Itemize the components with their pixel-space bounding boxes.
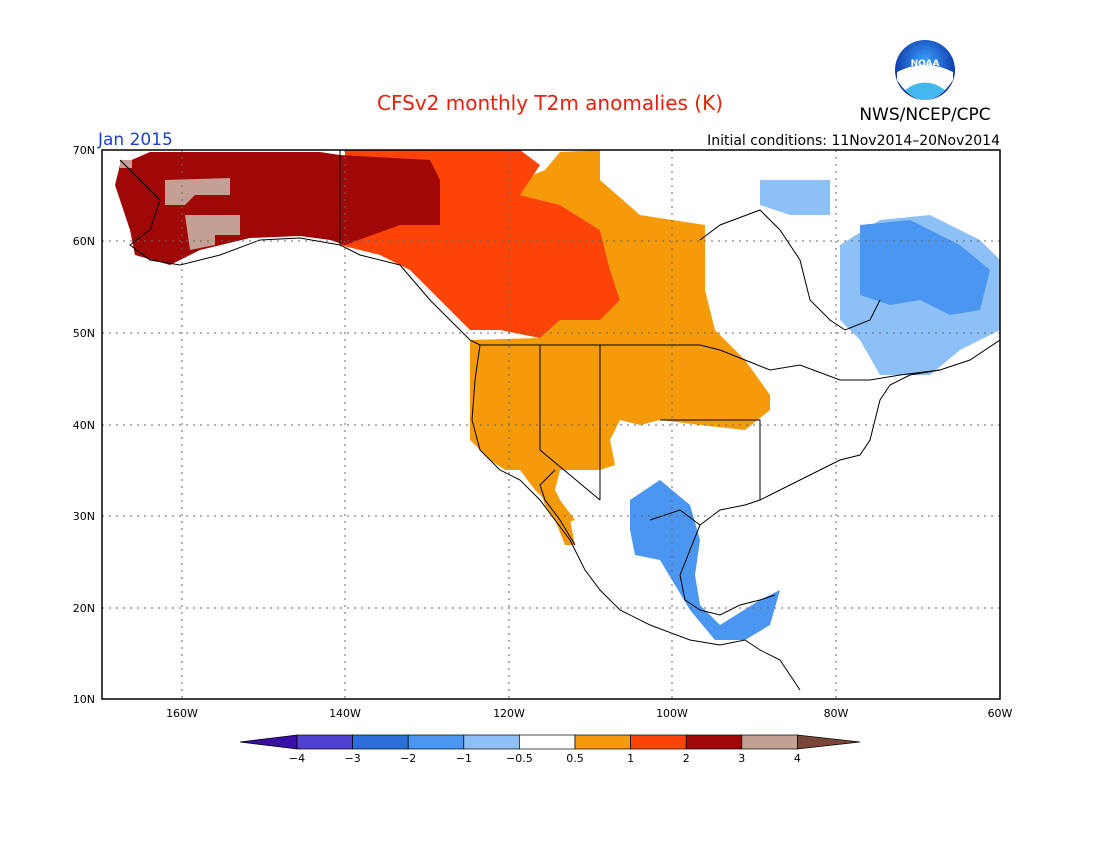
legend-tick-label: −1 <box>456 752 472 765</box>
lat-label: 60N <box>73 235 95 248</box>
anomaly-region-blue <box>630 220 990 640</box>
legend-swatch <box>630 734 687 750</box>
legend-tick-label: 2 <box>683 752 690 765</box>
legend-arrow-high <box>797 734 861 750</box>
noaa-logo-text: NOAA <box>911 59 940 69</box>
legend-swatch <box>741 734 798 750</box>
latitude-labels: 70N 60N 50N 40N 30N 20N 10N <box>73 144 95 706</box>
noaa-logo: NOAA <box>895 40 955 100</box>
legend-swatch <box>463 734 520 750</box>
anomaly-region-orange <box>470 150 770 525</box>
lon-label: 100W <box>656 707 688 720</box>
legend-swatch <box>407 734 465 750</box>
legend-tick-label: −2 <box>400 752 416 765</box>
coastlines <box>119 150 1000 691</box>
legend-swatch <box>685 734 743 750</box>
legend-arrow-low <box>239 734 298 750</box>
valid-month-label: Jan 2015 <box>97 130 173 150</box>
agency-label: NWS/NCEP/CPC <box>859 105 990 125</box>
legend-tick-label: −3 <box>344 752 360 765</box>
lon-label: 120W <box>493 707 525 720</box>
legend-tick-label: 0.5 <box>566 752 584 765</box>
lon-label: 160W <box>166 707 198 720</box>
anomaly-region-rosy <box>120 160 240 250</box>
lat-label: 20N <box>73 602 95 615</box>
chart-title: CFSv2 monthly T2m anomalies (K) <box>377 91 723 115</box>
legend-swatch <box>352 734 409 750</box>
legend-tick-label: 4 <box>794 752 801 765</box>
lat-label: 40N <box>73 419 95 432</box>
graticule <box>102 150 1000 699</box>
initial-conditions-label: Initial conditions: 11Nov2014–20Nov2014 <box>707 133 1000 149</box>
lon-label: 80W <box>824 707 849 720</box>
legend-swatch <box>296 734 353 750</box>
lon-label: 140W <box>329 707 361 720</box>
lat-label: 30N <box>73 510 95 523</box>
map-frame <box>101 149 1001 700</box>
lat-label: 10N <box>73 693 95 706</box>
legend-swatch <box>574 734 631 750</box>
lon-label: 60W <box>988 707 1013 720</box>
map-area <box>102 150 1000 699</box>
lat-label: 50N <box>73 327 95 340</box>
color-legend: −4 −3 −2 −1 −0.5 0.5 1 2 3 4 <box>239 734 861 765</box>
legend-swatch <box>519 734 576 750</box>
longitude-labels: 160W 140W 120W 100W 80W 60W <box>166 707 1012 720</box>
legend-tick-label: −0.5 <box>506 752 533 765</box>
legend-tick-label: 1 <box>627 752 634 765</box>
legend-tick-label: −4 <box>289 752 305 765</box>
lat-label: 70N <box>73 144 95 157</box>
legend-tick-label: 3 <box>738 752 745 765</box>
